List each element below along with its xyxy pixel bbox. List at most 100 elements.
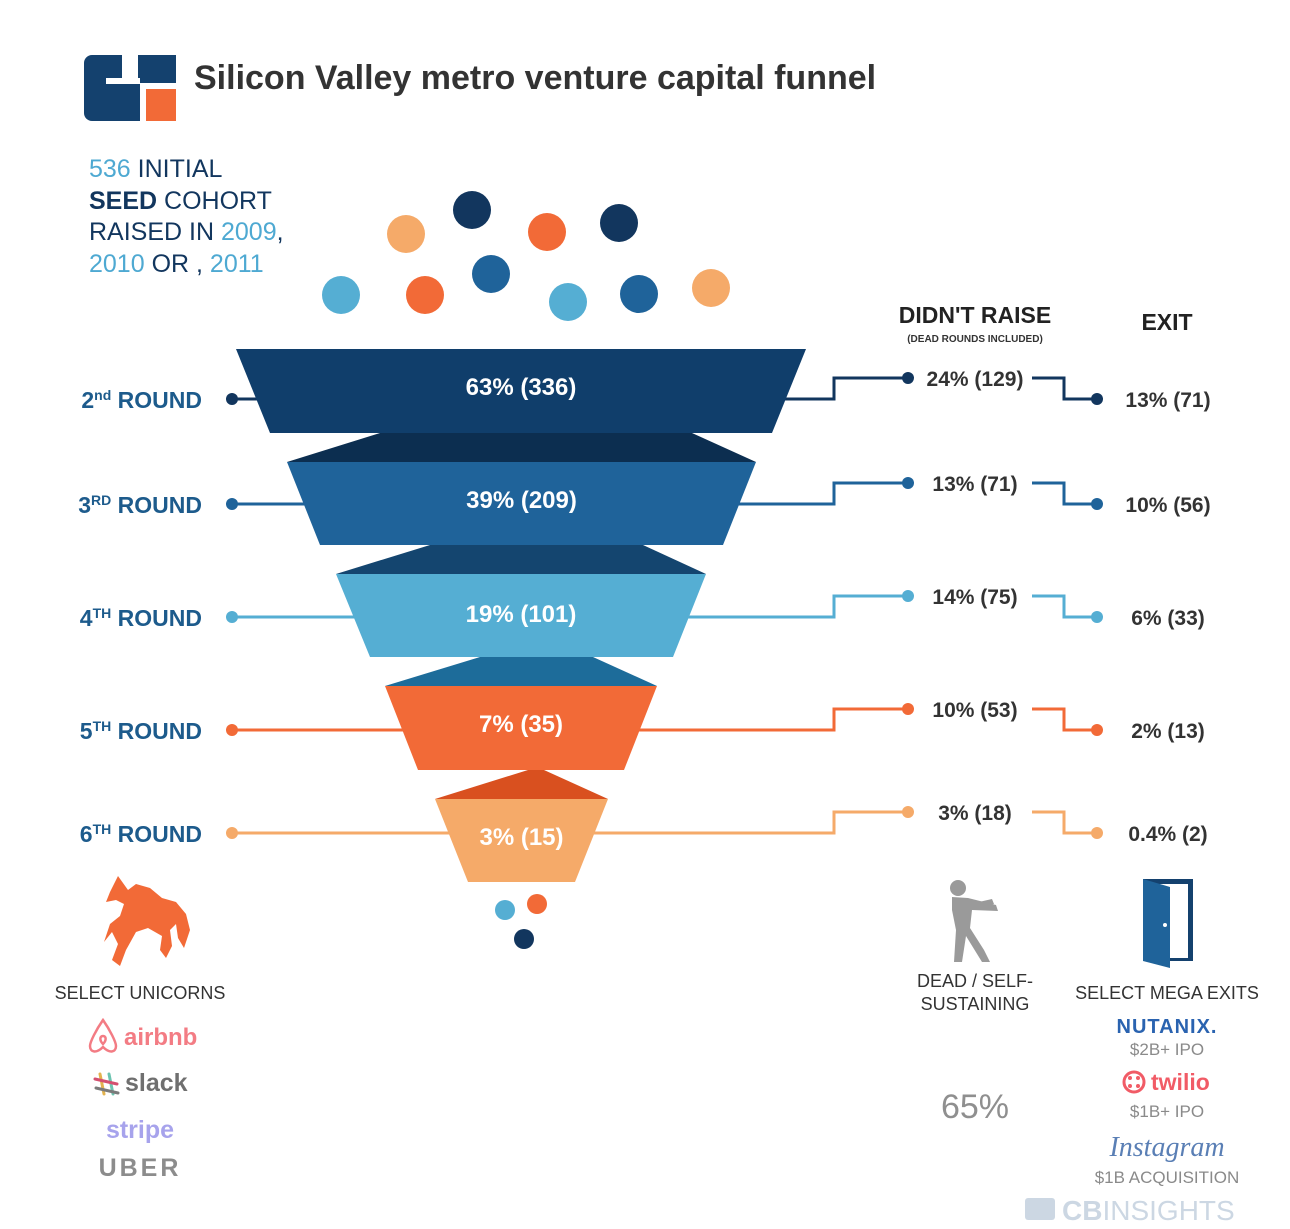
dot	[527, 894, 547, 914]
cohort-number: 536	[89, 155, 131, 183]
cohort-text-2: COHORT	[157, 187, 272, 215]
funnel-twist	[385, 657, 657, 686]
unicorns-caption: SELECT UNICORNS	[55, 983, 226, 1003]
exit-header: EXIT	[1141, 309, 1192, 335]
funnel-stage-label: 63% (336)	[466, 374, 577, 401]
funnel-stage-label: 19% (101)	[466, 601, 577, 628]
exit-dot	[1091, 393, 1103, 405]
cohort-dots	[322, 191, 730, 321]
cohort-seed: SEED	[89, 187, 157, 215]
svg-text:536 INITIAL: 536 INITIAL	[89, 155, 223, 183]
bottom-dots	[495, 894, 547, 949]
stripe-logo: stripe	[106, 1116, 174, 1144]
dot	[387, 215, 425, 253]
exit-value: 13% (71)	[1125, 389, 1210, 412]
round-label: 2nd ROUND	[81, 387, 202, 413]
dead-total: 65%	[941, 1088, 1009, 1126]
funnel-stage	[287, 462, 756, 545]
dot	[514, 929, 534, 949]
exit-connector	[1032, 594, 1096, 619]
funnel-stage-label: 3% (15)	[479, 824, 563, 851]
funnel-stage-label: 7% (35)	[479, 711, 563, 738]
funnel-twist	[336, 545, 706, 574]
funnel-stage	[336, 574, 706, 657]
left-connector-dot	[226, 827, 238, 839]
exit-dot	[1091, 498, 1103, 510]
left-connector-dot	[226, 611, 238, 623]
cohort-year-2011: 2011	[210, 250, 264, 278]
round-label: 5TH ROUND	[80, 718, 202, 744]
airbnb-logo: airbnb	[88, 1017, 197, 1053]
didnt-raise-dot	[902, 806, 914, 818]
svg-text:2010 OR , 2011: 2010 OR , 2011	[89, 250, 264, 278]
exit-value: 0.4% (2)	[1128, 823, 1207, 846]
didnt-raise-value: 14% (75)	[932, 586, 1017, 609]
cohort-text-4: OR ,	[145, 250, 210, 278]
brand-light: INSIGHTS	[1102, 1195, 1234, 1226]
dot	[600, 204, 638, 242]
dot	[453, 191, 491, 229]
exit-connector	[1032, 481, 1096, 506]
twilio-logo: twilio	[1122, 1069, 1210, 1095]
zombie-icon	[950, 880, 998, 962]
cohort-comma: ,	[277, 218, 284, 246]
exit-dot	[1091, 611, 1103, 623]
unicorn-icon	[104, 876, 190, 966]
didnt-raise-connector	[785, 376, 906, 401]
dead-caption-line-2: SUSTAINING	[921, 994, 1030, 1014]
didnt-raise-value: 13% (71)	[932, 473, 1017, 496]
didnt-raise-dot	[902, 703, 914, 715]
funnel-stage	[385, 686, 657, 770]
mega-exits-caption: SELECT MEGA EXITS	[1075, 983, 1259, 1003]
cohort-year-2009: 2009	[221, 218, 277, 246]
left-connector-dot	[226, 498, 238, 510]
exit-dot	[1091, 724, 1103, 736]
instagram-logo: Instagram	[1108, 1132, 1224, 1163]
funnel-stage	[236, 349, 806, 433]
didnt-raise-connector	[587, 810, 906, 835]
didnt-raise-connector	[685, 594, 906, 619]
funnel-twist	[435, 770, 608, 799]
left-connector-dot	[226, 724, 238, 736]
dot	[406, 276, 444, 314]
dot	[620, 275, 658, 313]
instagram-detail: $1B ACQUISITION	[1095, 1168, 1240, 1187]
didnt-raise-header: DIDN'T RAISE	[899, 302, 1051, 328]
exit-dot	[1091, 827, 1103, 839]
dot	[692, 269, 730, 307]
open-door-icon	[1143, 879, 1193, 968]
didnt-raise-dot	[902, 590, 914, 602]
slack-text: slack	[125, 1069, 188, 1097]
exit-connector	[1032, 376, 1096, 401]
round-label: 6TH ROUND	[80, 821, 202, 847]
page-title: Silicon Valley metro venture capital fun…	[194, 59, 876, 97]
funnel-stage	[435, 799, 608, 882]
svg-text:CBINSIGHTS: CBINSIGHTS	[1062, 1195, 1235, 1226]
didnt-raise-connector	[636, 707, 906, 732]
didnt-raise-connector	[735, 481, 906, 506]
left-connector-dot	[226, 393, 238, 405]
didnt-raise-value: 24% (129)	[927, 368, 1024, 391]
uber-logo: UBER	[99, 1154, 182, 1182]
cb-mini-logo-icon	[1025, 1198, 1055, 1220]
funnel-stage-label: 39% (209)	[466, 487, 577, 514]
funnel: 63% (336) 2nd ROUND 24% (129) 13% (71) 39% (…	[78, 349, 1211, 882]
didnt-raise-subheader: (DEAD ROUNDS INCLUDED)	[907, 334, 1043, 345]
funnel-twist	[287, 433, 756, 462]
twilio-detail: $1B+ IPO	[1130, 1102, 1204, 1121]
exit-connector	[1032, 810, 1096, 835]
cohort-text-3: RAISED IN	[89, 218, 221, 246]
nutanix-logo: NUTANIX.	[1117, 1016, 1218, 1038]
round-label: 4TH ROUND	[80, 605, 202, 631]
svg-text:SEED COHORT: SEED COHORT	[89, 187, 272, 215]
cohort-year-2010: 2010	[89, 250, 145, 278]
nutanix-detail: $2B+ IPO	[1130, 1040, 1204, 1059]
exit-value: 10% (56)	[1125, 494, 1210, 517]
cb-insights-brand: CBINSIGHTS	[1025, 1195, 1235, 1226]
svg-text:RAISED IN 2009,: RAISED IN 2009,	[89, 218, 284, 246]
didnt-raise-value: 10% (53)	[932, 699, 1017, 722]
exit-value: 6% (33)	[1131, 607, 1205, 630]
dot	[528, 213, 566, 251]
round-label: 3RD ROUND	[78, 492, 202, 518]
